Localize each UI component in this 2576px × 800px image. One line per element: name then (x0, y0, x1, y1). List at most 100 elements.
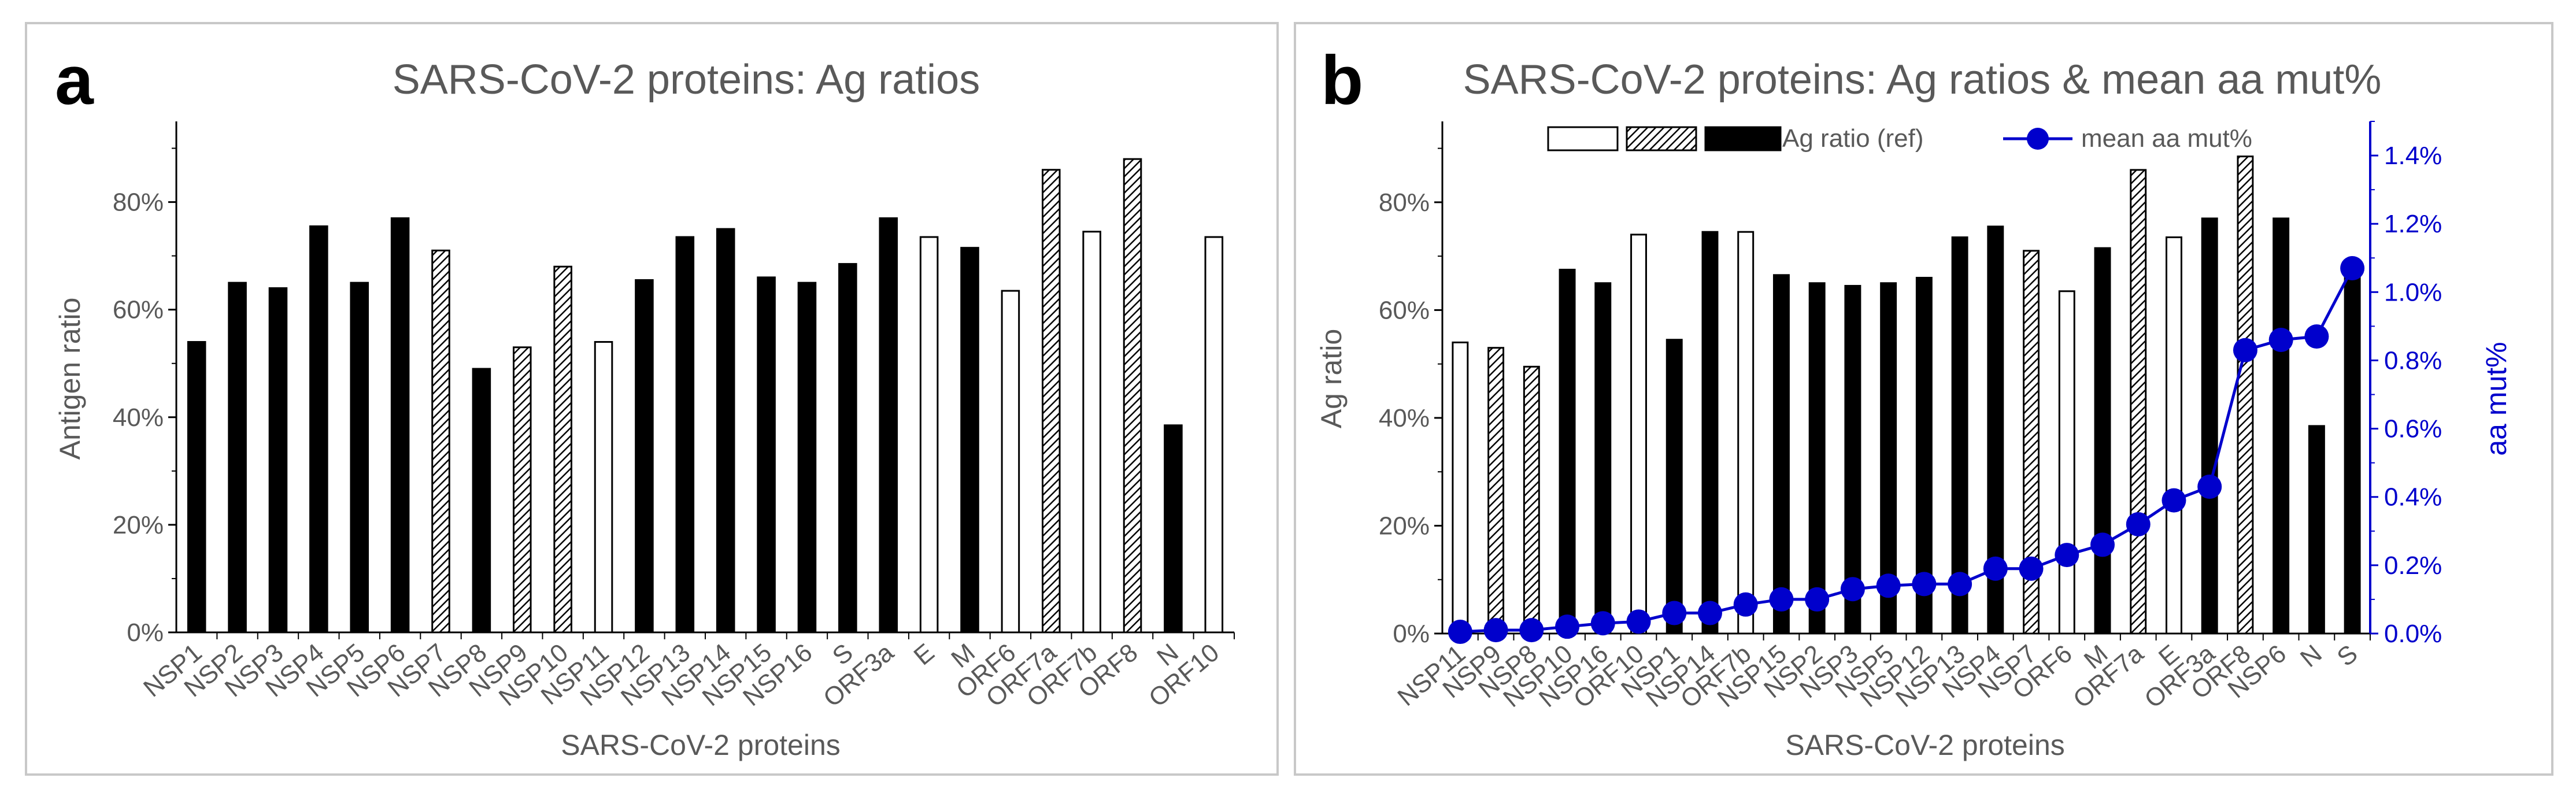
panel-a-bar-orf7b (1082, 231, 1101, 634)
panel-b-bar-e (2166, 236, 2182, 635)
panel-a-bar-nsp4 (309, 225, 328, 634)
panel-b-mut-point-orf3a (2197, 475, 2222, 499)
panel-a-bar-nsp10 (553, 265, 572, 634)
panel-b-bar-orf7b (1737, 231, 1755, 635)
panel-a-bar-nsp14 (716, 228, 735, 634)
panel-b-mut-point-nsp4 (1983, 556, 2008, 581)
panel-a: a SARS-CoV-2 proteins: Ag ratios 0% 20% 40… (25, 22, 1279, 776)
panel-a-bar-orf3a (879, 217, 898, 634)
panel-b-right-tick-label: 1.2% (2384, 210, 2442, 238)
panel-a-title: SARS-CoV-2 proteins: Ag ratios (393, 57, 980, 103)
panel-b-x-axis-label: SARS-CoV-2 proteins (1785, 729, 2065, 761)
panel-a-bar-m (960, 247, 979, 634)
panel-b-right-tick-label: 0.2% (2384, 551, 2442, 580)
panel-b-mut-point-nsp12 (1912, 572, 1937, 597)
panel-a-bar-nsp6 (390, 217, 410, 634)
panel-a-bar-nsp15 (757, 276, 776, 634)
panel-b-mut-point-nsp14 (1697, 601, 1722, 625)
panel-b-y-tick-label: 40% (1379, 404, 1430, 432)
legend-swatch-hatched (1626, 126, 1697, 151)
panel-b-right-axis-label: aa mut% (2480, 342, 2512, 455)
panel-b-right-tick-label: 0.4% (2384, 483, 2442, 512)
panel-a-bar-s (838, 263, 857, 634)
panel-a-y-tick-label: 60% (113, 296, 164, 324)
panel-b-mut-point-nsp10 (1555, 614, 1580, 639)
panel-b-mut-point-m (2090, 532, 2115, 557)
panel-b-mut-point-e (2162, 488, 2186, 513)
panel-b-bar-orf10 (1630, 234, 1647, 635)
panel-a-bar-n (1164, 424, 1183, 634)
panel-a-letter: a (55, 42, 94, 119)
panel-b-right-tick-label: 0.8% (2384, 346, 2442, 375)
panel-b-mut-point-s (2340, 255, 2365, 280)
panel-b-mut-point-nsp7 (2019, 556, 2044, 581)
panel-b-bar-nsp15 (1772, 274, 1790, 635)
panel-b-bar-nsp11 (1452, 341, 1469, 635)
panel-b-y-tick-label: 20% (1379, 512, 1430, 540)
panel-b-right-tick-label: 0.0% (2384, 620, 2442, 648)
panel-b-mut-point-nsp9 (1483, 618, 1508, 643)
panel-a-bar-nsp11 (594, 341, 613, 634)
panel-b-title: SARS-CoV-2 proteins: Ag ratios & mean aa… (1463, 57, 2382, 103)
panel-b-letter: b (1321, 42, 1363, 119)
legend-swatch-open (1547, 126, 1619, 151)
panel-b-mut-point-orf7b (1733, 592, 1758, 617)
panel-b-bar-nsp16 (1594, 282, 1612, 635)
panel-a-bar-nsp7 (431, 249, 450, 634)
panel-b-bar-orf3a (2201, 217, 2218, 635)
panel-b-right-tick-label: 1.4% (2384, 142, 2442, 170)
panel-b-mut-point-nsp13 (1948, 572, 1972, 597)
panel-a-bar-nsp16 (797, 282, 817, 634)
panel-b-bar-nsp1 (1665, 339, 1683, 635)
panel-a-bar-nsp5 (350, 282, 369, 634)
panel-b-mut-point-nsp8 (1519, 618, 1544, 643)
panel-a-y-tick-label: 80% (113, 188, 164, 217)
panel-b-mut-point-nsp5 (1876, 573, 1901, 598)
panel-a-bar-nsp13 (675, 236, 695, 634)
panel-a-y-tick-label: 40% (113, 403, 164, 432)
legend-bar-label: Ag ratio (ref) (1782, 124, 1924, 153)
panel-b-bar-orf8 (2237, 155, 2254, 635)
panel-b-bar-nsp13 (1951, 236, 1968, 635)
panel-b: b SARS-CoV-2 proteins: Ag ratios & mean … (1294, 22, 2553, 776)
panel-b-bar-nsp2 (1808, 282, 1826, 635)
panel-a-bar-orf7a (1041, 169, 1061, 634)
panel-a-bar-nsp1 (187, 341, 206, 634)
panel-b-bar-s (2344, 260, 2361, 635)
panel-b-bar-orf7a (2130, 169, 2147, 635)
panel-a-bar-orf8 (1123, 158, 1142, 634)
panel-b-bar-n (2308, 425, 2325, 635)
panel-a-y-tick-label: 0% (127, 618, 164, 647)
panel-b-mut-point-nsp15 (1769, 587, 1794, 612)
panel-b-bar-nsp3 (1844, 284, 1861, 635)
panel-b-bar-nsp6 (2272, 217, 2290, 635)
panel-b-mut-point-orf10 (1626, 609, 1651, 634)
panel-b-mut-point-n (2304, 324, 2329, 349)
panel-b-bar-orf6 (2058, 290, 2075, 635)
legend-line-label: mean aa mut% (2081, 124, 2252, 153)
panel-b-bar-nsp8 (1523, 365, 1540, 635)
panel-b-y-tick-label: 60% (1379, 296, 1430, 324)
panel-b-right-tick-label: 0.6% (2384, 415, 2442, 443)
legend-marker-sample (2027, 128, 2049, 150)
panel-b-y-tick-label: 80% (1379, 188, 1430, 217)
panel-b-mut-point-nsp16 (1590, 611, 1615, 636)
panel-a-x-axis-label: SARS-CoV-2 proteins (561, 729, 841, 761)
panel-b-right-tick-label: 1.0% (2384, 278, 2442, 306)
panel-b-bar-m (2094, 247, 2111, 635)
panel-a-bar-nsp12 (635, 279, 654, 634)
panel-a-y-tick-label: 20% (113, 511, 164, 539)
panel-b-mut-point-orf6 (2055, 543, 2079, 568)
panel-a-bar-nsp3 (268, 287, 288, 634)
panel-b-y-tick-label: 0% (1393, 620, 1430, 648)
panel-b-mut-point-orf8 (2233, 338, 2257, 362)
panel-b-mut-point-nsp11 (1448, 620, 1472, 645)
panel-a-bar-orf6 (1001, 290, 1020, 634)
panel-a-y-axis-label: Antigen ratio (54, 298, 86, 460)
panel-b-mut-point-nsp6 (2268, 328, 2293, 353)
panel-b-mut-point-nsp3 (1840, 577, 1865, 602)
panel-b-mut-point-nsp2 (1805, 587, 1830, 612)
panel-a-bar-nsp8 (472, 368, 491, 634)
panel-b-y-axis-label: Ag ratio (1315, 329, 1348, 428)
